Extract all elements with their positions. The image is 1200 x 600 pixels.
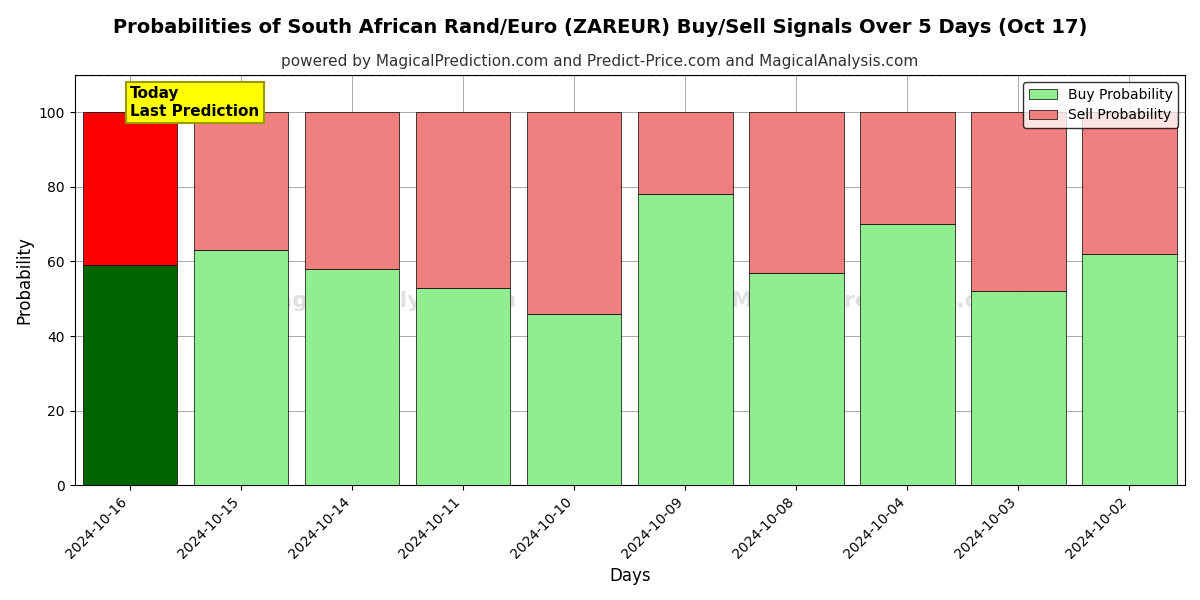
- Bar: [1082, 112, 1177, 254]
- Bar: [305, 269, 400, 485]
- Bar: [194, 250, 288, 485]
- Bar: [971, 112, 1066, 291]
- Text: Probabilities of South African Rand/Euro (ZAREUR) Buy/Sell Signals Over 5 Days (: Probabilities of South African Rand/Euro…: [113, 18, 1087, 37]
- Bar: [416, 287, 510, 485]
- Bar: [305, 112, 400, 269]
- Legend: Buy Probability, Sell Probability: Buy Probability, Sell Probability: [1024, 82, 1178, 128]
- Bar: [83, 112, 178, 265]
- Text: MagicalAnalysis.com: MagicalAnalysis.com: [254, 290, 516, 311]
- Bar: [860, 224, 955, 485]
- Text: Today
Last Prediction: Today Last Prediction: [130, 86, 259, 119]
- Text: powered by MagicalPrediction.com and Predict-Price.com and MagicalAnalysis.com: powered by MagicalPrediction.com and Pre…: [281, 54, 919, 69]
- Bar: [971, 291, 1066, 485]
- Bar: [527, 314, 622, 485]
- Bar: [527, 112, 622, 314]
- Bar: [638, 194, 732, 485]
- Y-axis label: Probability: Probability: [16, 236, 34, 324]
- Bar: [749, 112, 844, 272]
- Text: MagicalPrediction.com: MagicalPrediction.com: [732, 290, 1016, 311]
- Bar: [416, 112, 510, 287]
- Bar: [749, 272, 844, 485]
- X-axis label: Days: Days: [610, 567, 650, 585]
- Bar: [194, 112, 288, 250]
- Bar: [1082, 254, 1177, 485]
- Bar: [83, 265, 178, 485]
- Bar: [860, 112, 955, 224]
- Bar: [638, 112, 732, 194]
